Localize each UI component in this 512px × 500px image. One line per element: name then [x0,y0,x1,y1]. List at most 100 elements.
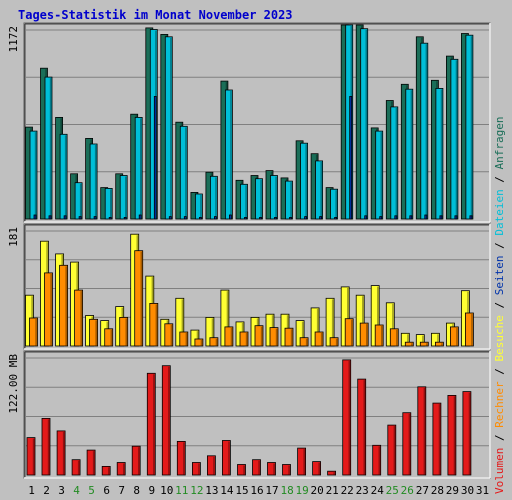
bar-rechner-day-1 [29,317,38,347]
bar-dateien-day-27 [420,42,429,220]
bar-dateien-day-23 [360,28,369,220]
legend-separator: / [493,362,506,382]
bar-rechner-day-4 [74,289,83,347]
bar-volumen-day-20 [312,461,322,476]
bar-dateien-day-8 [134,117,143,220]
bar-dateien-day-28 [435,88,444,220]
bar-seiten-day-15 [244,216,247,220]
bar-seiten-day-7 [123,216,127,220]
bar-volumen-day-28 [432,402,442,476]
bar-rechner-day-10 [164,323,174,347]
bar-seiten-day-4 [78,216,82,220]
bar-rechner-day-22 [344,318,354,347]
bar-shade [260,326,263,346]
bar-shade [243,465,245,475]
x-tick-label-day-30: 30 [461,484,474,497]
y-axis-max-label: 181 [7,227,20,247]
x-tick-label-day-31: 31 [476,484,489,497]
bar-shade [110,189,112,219]
bar-shade [185,127,187,219]
bar-dateien-day-26 [405,88,414,220]
legend-item-seiten: Seiten [493,256,506,296]
bar-seiten-day-26 [409,215,413,220]
bar-rechner-day-17 [269,327,279,347]
bar-rechner-day-9 [149,302,159,347]
bar-dateien-day-3 [59,133,68,220]
bar-seiten-day-16 [259,216,262,220]
bar-shade [392,303,394,346]
x-tick-label-day-17: 17 [265,484,278,497]
bar-shade [362,296,364,346]
y-axis-max-label: 122.00 MB [7,354,20,414]
bar-volumen-day-4 [71,459,81,476]
bar-shade [228,441,230,475]
bar-shade [471,314,473,346]
bar-rechner-day-11 [179,331,189,347]
x-tick-label-day-13: 13 [205,484,218,497]
bar-shade [79,183,82,219]
x-tick-label-day-23: 23 [356,484,369,497]
bar-shade [380,132,383,219]
bar-shade [260,179,262,219]
bar-rechner-day-5 [89,318,98,347]
panel-3: 122.00 MB [7,350,491,479]
bar-dateien-day-17 [270,175,278,220]
chart-panels: 1172 181 122.00 MB [7,22,491,479]
x-tick-label-day-3: 3 [58,484,65,497]
bar-shade [378,446,381,475]
bar-shade [333,472,335,475]
bar-shade [425,44,428,219]
bar-rechner-day-24 [374,324,384,347]
bar-shade [335,190,337,219]
bar-shade [423,387,426,475]
bar-shade [318,462,320,475]
x-tick-label-day-27: 27 [416,484,429,497]
bar-rechner-day-20 [314,331,324,347]
bar-shade [303,449,305,475]
legend-item-besuche: Besuche [493,315,506,361]
x-tick-label-day-19: 19 [295,484,308,497]
bar-shade [153,374,155,475]
bar-seiten-day-5 [93,216,97,220]
bar-shade [170,37,172,219]
bar-shade [198,463,200,475]
bar-rechner-day-18 [284,327,294,347]
bar-shade [108,467,110,475]
bar-shade [50,273,52,346]
legend-separator: / [493,169,506,189]
bar-shade [396,329,398,346]
bar-rechner-day-16 [254,325,264,347]
bar-seiten-day-18 [289,216,292,220]
bar-dateien-day-12 [194,193,203,220]
bar-shade [316,308,319,346]
bar-dateien-day-21 [330,188,339,220]
bar-shade [65,266,67,346]
bar-shade [441,343,443,346]
x-tick-label-day-15: 15 [235,484,248,497]
bar-shade [170,324,173,346]
bar-shade [335,338,338,346]
x-tick-label-day-7: 7 [118,484,125,497]
bar-volumen-day-13 [206,455,216,476]
x-tick-label-day-2: 2 [43,484,50,497]
bar-seiten-day-3 [63,215,67,220]
legend-separator: / [493,428,506,448]
x-tick-label-day-21: 21 [326,484,339,497]
bar-dateien-day-5 [89,143,98,220]
bar-shade [183,442,185,475]
bar-rechner-day-6 [104,328,114,347]
x-tick-label-day-16: 16 [250,484,263,497]
x-tick-label-day-28: 28 [431,484,444,497]
bar-shade [35,319,37,346]
bar-volumen-day-29 [447,394,457,476]
bar-rechner-day-27 [419,341,429,347]
bar-shade [215,338,218,346]
bar-shade [215,177,217,219]
legend-item-anfragen: Anfragen [493,116,506,169]
bar-dateien-day-13 [209,175,218,220]
bar-seiten-day-19 [304,216,308,220]
bar-shade [347,287,349,346]
bar-shade [125,318,128,346]
bar-volumen-day-6 [101,465,111,476]
